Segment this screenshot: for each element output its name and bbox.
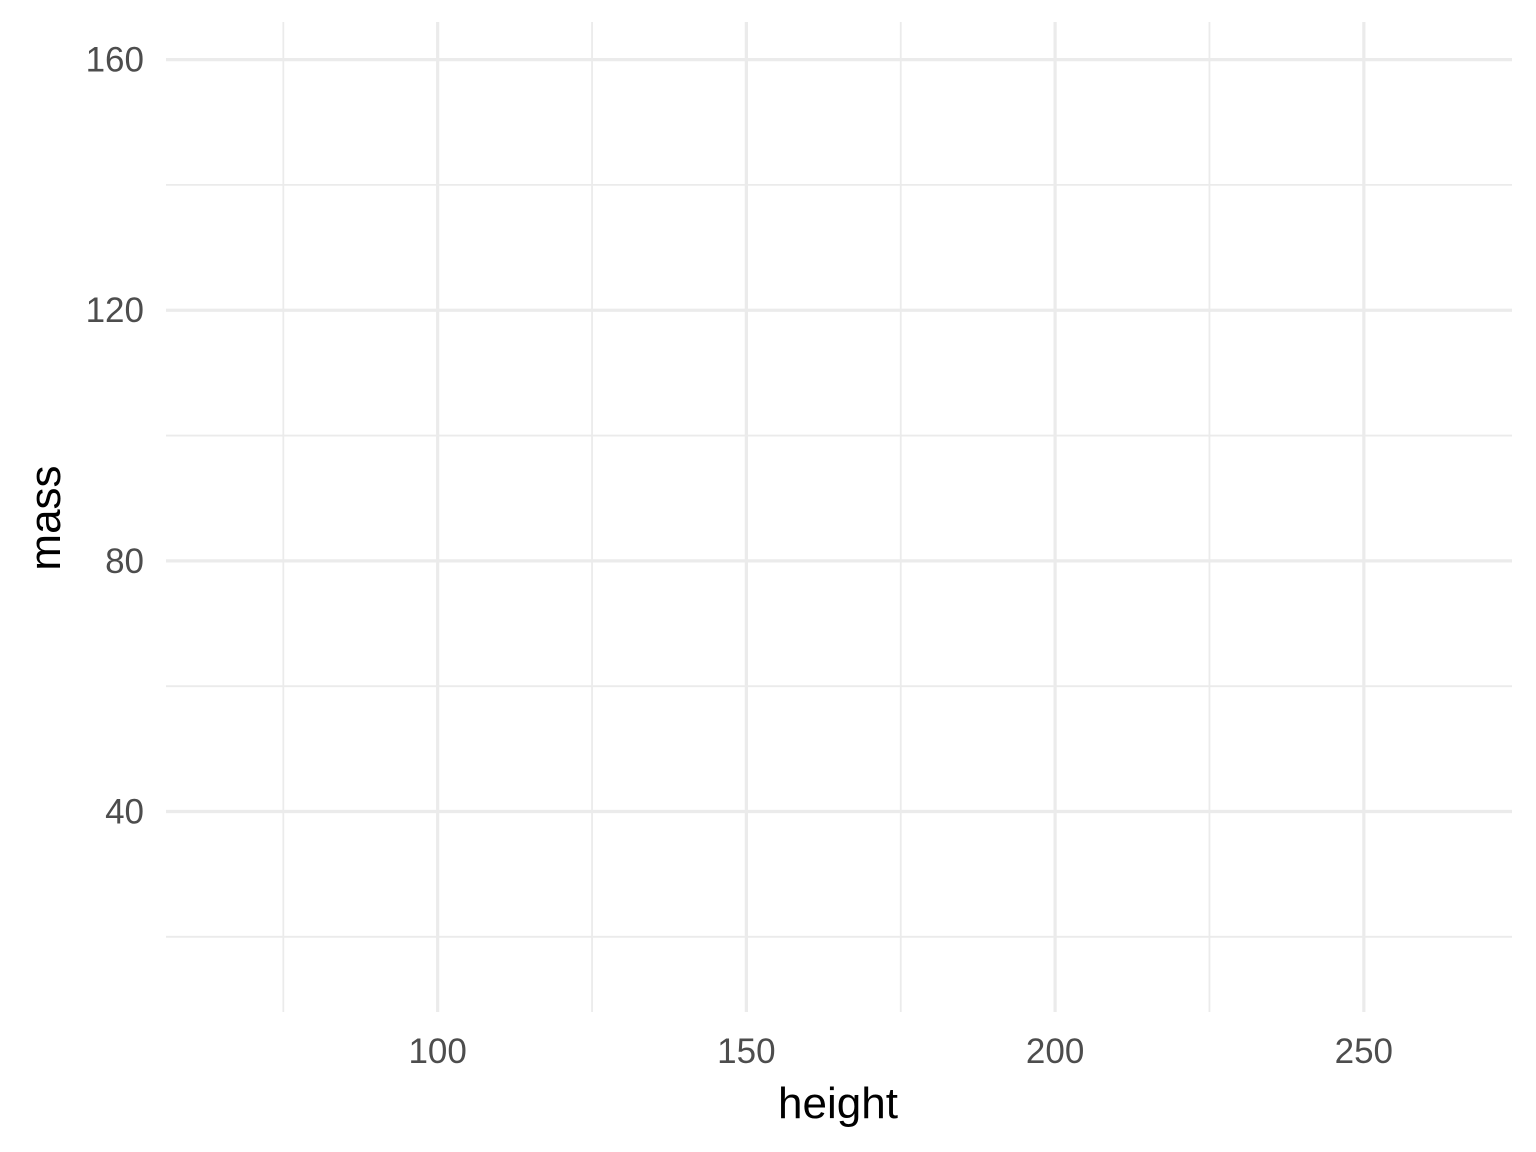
major-gridlines bbox=[166, 22, 1512, 1012]
x-tick-label: 250 bbox=[1335, 1032, 1393, 1071]
x-tick-label: 150 bbox=[717, 1032, 775, 1071]
y-tick-label: 80 bbox=[105, 542, 144, 581]
y-axis-tick-labels: 40 80 120 160 bbox=[86, 41, 144, 832]
y-axis-title: mass bbox=[21, 465, 70, 570]
y-tick-label: 40 bbox=[105, 792, 144, 831]
minor-gridlines bbox=[166, 22, 1512, 1012]
x-tick-label: 200 bbox=[1026, 1032, 1084, 1071]
y-tick-label: 160 bbox=[86, 41, 144, 80]
x-tick-label: 100 bbox=[408, 1032, 466, 1071]
x-axis-tick-labels: 100 150 200 250 bbox=[408, 1032, 1393, 1071]
x-axis-title: height bbox=[778, 1079, 898, 1128]
y-tick-label: 120 bbox=[86, 291, 144, 330]
